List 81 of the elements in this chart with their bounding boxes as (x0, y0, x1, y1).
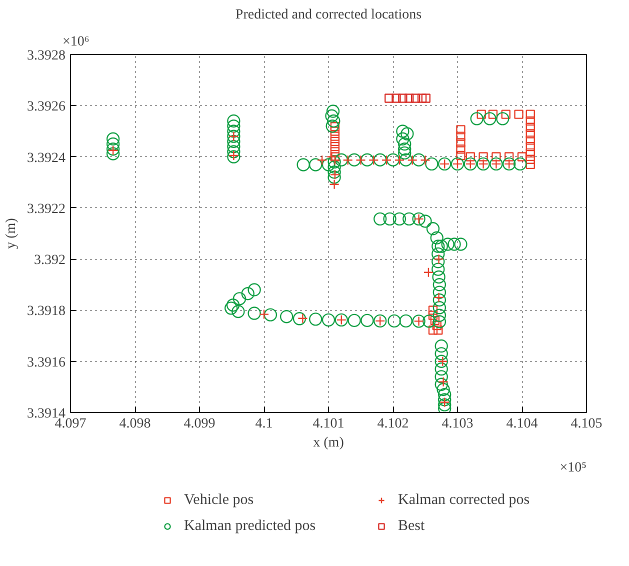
x-tick-label: 4.102 (377, 416, 409, 432)
point (526, 110, 535, 119)
point (329, 179, 340, 190)
point (298, 313, 308, 324)
point (456, 150, 466, 160)
point (421, 94, 430, 103)
point (434, 326, 443, 335)
point (526, 154, 535, 164)
legend-label: Kalman predicted pos (184, 518, 317, 534)
point (368, 155, 379, 166)
x-axis-title: x (m) (313, 436, 344, 450)
x-tick-label: 4.098 (119, 416, 151, 432)
point (478, 152, 488, 162)
y-tick-label: 3.3916 (27, 355, 66, 370)
point (456, 138, 466, 148)
point (404, 94, 414, 103)
point (526, 116, 535, 126)
point (108, 145, 118, 156)
x-tick-label: 4.101 (312, 416, 344, 432)
point (526, 136, 535, 145)
x-tick-label: 4.104 (506, 416, 538, 432)
point (526, 148, 535, 158)
point (434, 292, 444, 303)
text: ×10⁵ (560, 460, 587, 476)
point (526, 160, 535, 170)
point (326, 152, 337, 162)
point (428, 306, 438, 315)
point (456, 132, 466, 141)
legend-label: Best (398, 518, 426, 534)
point (330, 136, 340, 146)
point (434, 254, 444, 264)
point (330, 142, 340, 152)
point (466, 152, 475, 162)
point (330, 147, 340, 156)
y-tick-label: 3.392 (34, 253, 66, 268)
point (410, 94, 420, 103)
point (514, 110, 524, 119)
x-tick-label: 4.1 (255, 416, 273, 432)
point (438, 356, 448, 366)
point (316, 155, 328, 166)
point (526, 142, 535, 152)
point (407, 155, 418, 166)
legend-label: Vehicle pos (184, 492, 255, 508)
point (420, 155, 430, 166)
point (428, 310, 438, 320)
point (392, 94, 401, 103)
point (440, 397, 450, 408)
point (330, 155, 340, 166)
point (428, 326, 438, 335)
x-tick-label: 4.105 (570, 416, 602, 432)
point (417, 94, 427, 103)
point (394, 155, 405, 166)
y-tick-label: 3.3926 (27, 100, 66, 115)
point (330, 170, 340, 180)
x-tick-label: 4.103 (442, 416, 474, 432)
point (456, 144, 466, 154)
x-tick-label: 4.099 (184, 416, 216, 432)
point (342, 155, 353, 166)
point (384, 94, 394, 103)
y-tick-label: 3.3924 (27, 150, 66, 166)
point (423, 267, 434, 278)
legend-label: Kalman corrected pos (398, 492, 531, 508)
point (356, 155, 366, 166)
y-tick-label: 3.3928 (27, 48, 66, 64)
point (504, 152, 514, 162)
y-tick-label: 3.3922 (27, 202, 66, 217)
point (258, 309, 270, 320)
point (526, 129, 535, 138)
y-tick-label: 3.3918 (27, 304, 66, 320)
point (330, 132, 340, 141)
point (456, 125, 466, 134)
point (526, 122, 535, 132)
point (492, 152, 501, 162)
point (228, 150, 239, 161)
y-axis-title: y (m) (4, 218, 19, 249)
point (398, 94, 408, 103)
chart-title: Predicted and corrected locations (235, 8, 422, 22)
point (381, 155, 392, 166)
text: ×10⁶ (62, 34, 90, 50)
point (517, 152, 527, 162)
point (438, 376, 448, 387)
